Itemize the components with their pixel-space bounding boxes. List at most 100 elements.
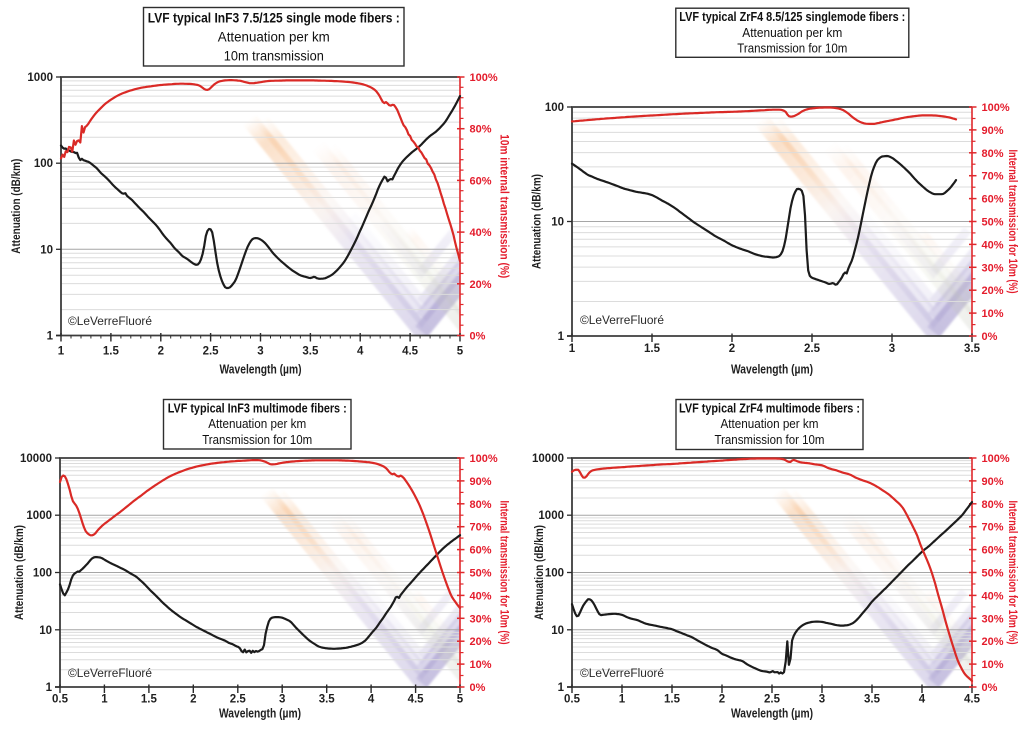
svg-text:60%: 60%	[982, 545, 1004, 557]
svg-text:80%: 80%	[982, 148, 1004, 160]
svg-text:5: 5	[457, 346, 464, 358]
svg-text:0%: 0%	[982, 682, 998, 694]
svg-text:60%: 60%	[470, 545, 492, 557]
svg-text:Wavelength (µm): Wavelength (µm)	[220, 363, 302, 377]
svg-text:70%: 70%	[470, 522, 492, 534]
svg-text:3: 3	[279, 694, 285, 706]
svg-text:4.5: 4.5	[402, 346, 419, 358]
svg-text:3: 3	[819, 694, 825, 706]
svg-text:40%: 40%	[470, 590, 492, 602]
svg-text:Wavelength (µm): Wavelength (µm)	[731, 363, 813, 377]
svg-text:1: 1	[58, 346, 65, 358]
svg-text:4: 4	[919, 694, 926, 706]
svg-text:10000: 10000	[20, 453, 52, 465]
svg-text:Internal transmission for 10m: Internal transmission for 10m (%)	[1006, 501, 1018, 645]
svg-text:60%: 60%	[982, 194, 1004, 206]
svg-text:20%: 20%	[982, 285, 1004, 297]
svg-text:3: 3	[257, 346, 263, 358]
svg-text:Attenuation (dB/km): Attenuation (dB/km)	[532, 174, 544, 269]
svg-text:1000: 1000	[538, 510, 564, 522]
svg-text:3.5: 3.5	[864, 694, 881, 706]
svg-text:100%: 100%	[982, 102, 1010, 114]
svg-text:80%: 80%	[982, 499, 1004, 511]
svg-text:80%: 80%	[470, 499, 492, 511]
svg-text:1: 1	[569, 343, 576, 355]
svg-text:Attenuation (dB/km): Attenuation (dB/km)	[534, 525, 546, 620]
svg-text:2.5: 2.5	[764, 694, 781, 706]
svg-text:10: 10	[551, 625, 564, 637]
svg-text:30%: 30%	[982, 262, 1004, 274]
svg-text:90%: 90%	[982, 476, 1004, 488]
svg-text:3: 3	[889, 343, 895, 355]
svg-text:10000: 10000	[532, 453, 564, 465]
svg-text:60%: 60%	[470, 175, 492, 187]
svg-text:10%: 10%	[982, 308, 1004, 320]
svg-text:10%: 10%	[470, 659, 492, 671]
svg-text:Attenuation (dB/km): Attenuation (dB/km)	[14, 525, 26, 620]
svg-text:10: 10	[40, 244, 53, 256]
svg-text:1.5: 1.5	[644, 343, 661, 355]
svg-text:50%: 50%	[982, 568, 1004, 580]
svg-text:0.5: 0.5	[52, 694, 69, 706]
svg-text:Attenuation per km: Attenuation per km	[218, 30, 330, 45]
svg-text:Wavelength (µm): Wavelength (µm)	[731, 707, 813, 721]
svg-text:100: 100	[33, 568, 52, 580]
svg-text:2.5: 2.5	[203, 346, 220, 358]
svg-text:90%: 90%	[982, 125, 1004, 137]
svg-text:Transmission for 10m: Transmission for 10m	[715, 433, 825, 447]
svg-text:2: 2	[719, 694, 725, 706]
svg-text:Internal transmission for 10m: Internal transmission for 10m (%)	[1006, 150, 1018, 294]
svg-text:10: 10	[551, 217, 564, 229]
svg-text:1: 1	[46, 682, 53, 694]
svg-text:2: 2	[190, 694, 196, 706]
svg-text:1000: 1000	[27, 72, 53, 84]
svg-text:5: 5	[457, 694, 464, 706]
svg-text:1.5: 1.5	[664, 694, 681, 706]
svg-text:40%: 40%	[982, 590, 1004, 602]
svg-text:1: 1	[47, 331, 54, 343]
svg-text:90%: 90%	[470, 476, 492, 488]
svg-text:1: 1	[619, 694, 626, 706]
svg-text:4: 4	[357, 346, 364, 358]
svg-text:LVF typical InF3 multimode fib: LVF typical InF3 multimode fibers :	[168, 401, 347, 415]
svg-text:10m transmission: 10m transmission	[224, 49, 324, 64]
svg-text:100%: 100%	[982, 453, 1010, 465]
svg-text:LVF typical ZrF4 8.5/125 singl: LVF typical ZrF4 8.5/125 singlemode fibe…	[679, 10, 905, 24]
svg-text:40%: 40%	[982, 239, 1004, 251]
svg-text:Transmission for 10m: Transmission for 10m	[737, 42, 847, 56]
svg-text:Internal transmission for 10m: Internal transmission for 10m (%)	[498, 501, 510, 645]
svg-text:Attenuation (dB/km): Attenuation (dB/km)	[11, 159, 23, 254]
svg-text:100: 100	[545, 102, 564, 114]
svg-text:LVF typical InF3 7.5/125 singl: LVF typical InF3 7.5/125 single mode fib…	[148, 10, 400, 25]
svg-text:©LeVerreFluoré: ©LeVerreFluoré	[68, 666, 152, 680]
svg-text:4.5: 4.5	[964, 694, 981, 706]
svg-text:70%: 70%	[982, 522, 1004, 534]
svg-text:10%: 10%	[982, 659, 1004, 671]
svg-text:1: 1	[101, 694, 108, 706]
svg-text:50%: 50%	[470, 568, 492, 580]
svg-text:20%: 20%	[470, 636, 492, 648]
svg-text:100%: 100%	[470, 72, 498, 84]
svg-text:100: 100	[34, 158, 53, 170]
svg-text:Wavelength (µm): Wavelength (µm)	[219, 707, 301, 721]
svg-text:Attenuation per km: Attenuation per km	[721, 417, 819, 431]
svg-text:0.5: 0.5	[564, 694, 581, 706]
svg-text:0%: 0%	[470, 682, 486, 694]
svg-text:10: 10	[39, 625, 52, 637]
svg-text:©LeVerreFluoré: ©LeVerreFluoré	[580, 666, 664, 680]
svg-text:3.5: 3.5	[302, 346, 319, 358]
svg-text:1.5: 1.5	[103, 346, 120, 358]
svg-text:0%: 0%	[470, 331, 486, 343]
svg-text:LVF typical ZrF4 multimode fib: LVF typical ZrF4 multimode fibers :	[679, 401, 860, 415]
svg-text:2: 2	[158, 346, 164, 358]
svg-text:10m internal transmission (%): 10m internal transmission (%)	[498, 134, 510, 278]
svg-text:1: 1	[558, 331, 565, 343]
svg-text:4.5: 4.5	[408, 694, 425, 706]
svg-text:Attenuation per km: Attenuation per km	[208, 417, 306, 431]
svg-text:3.5: 3.5	[964, 343, 981, 355]
svg-text:50%: 50%	[982, 217, 1004, 229]
svg-text:80%: 80%	[470, 124, 492, 136]
svg-text:100%: 100%	[470, 453, 498, 465]
svg-text:40%: 40%	[470, 227, 492, 239]
svg-text:1000: 1000	[26, 510, 52, 522]
